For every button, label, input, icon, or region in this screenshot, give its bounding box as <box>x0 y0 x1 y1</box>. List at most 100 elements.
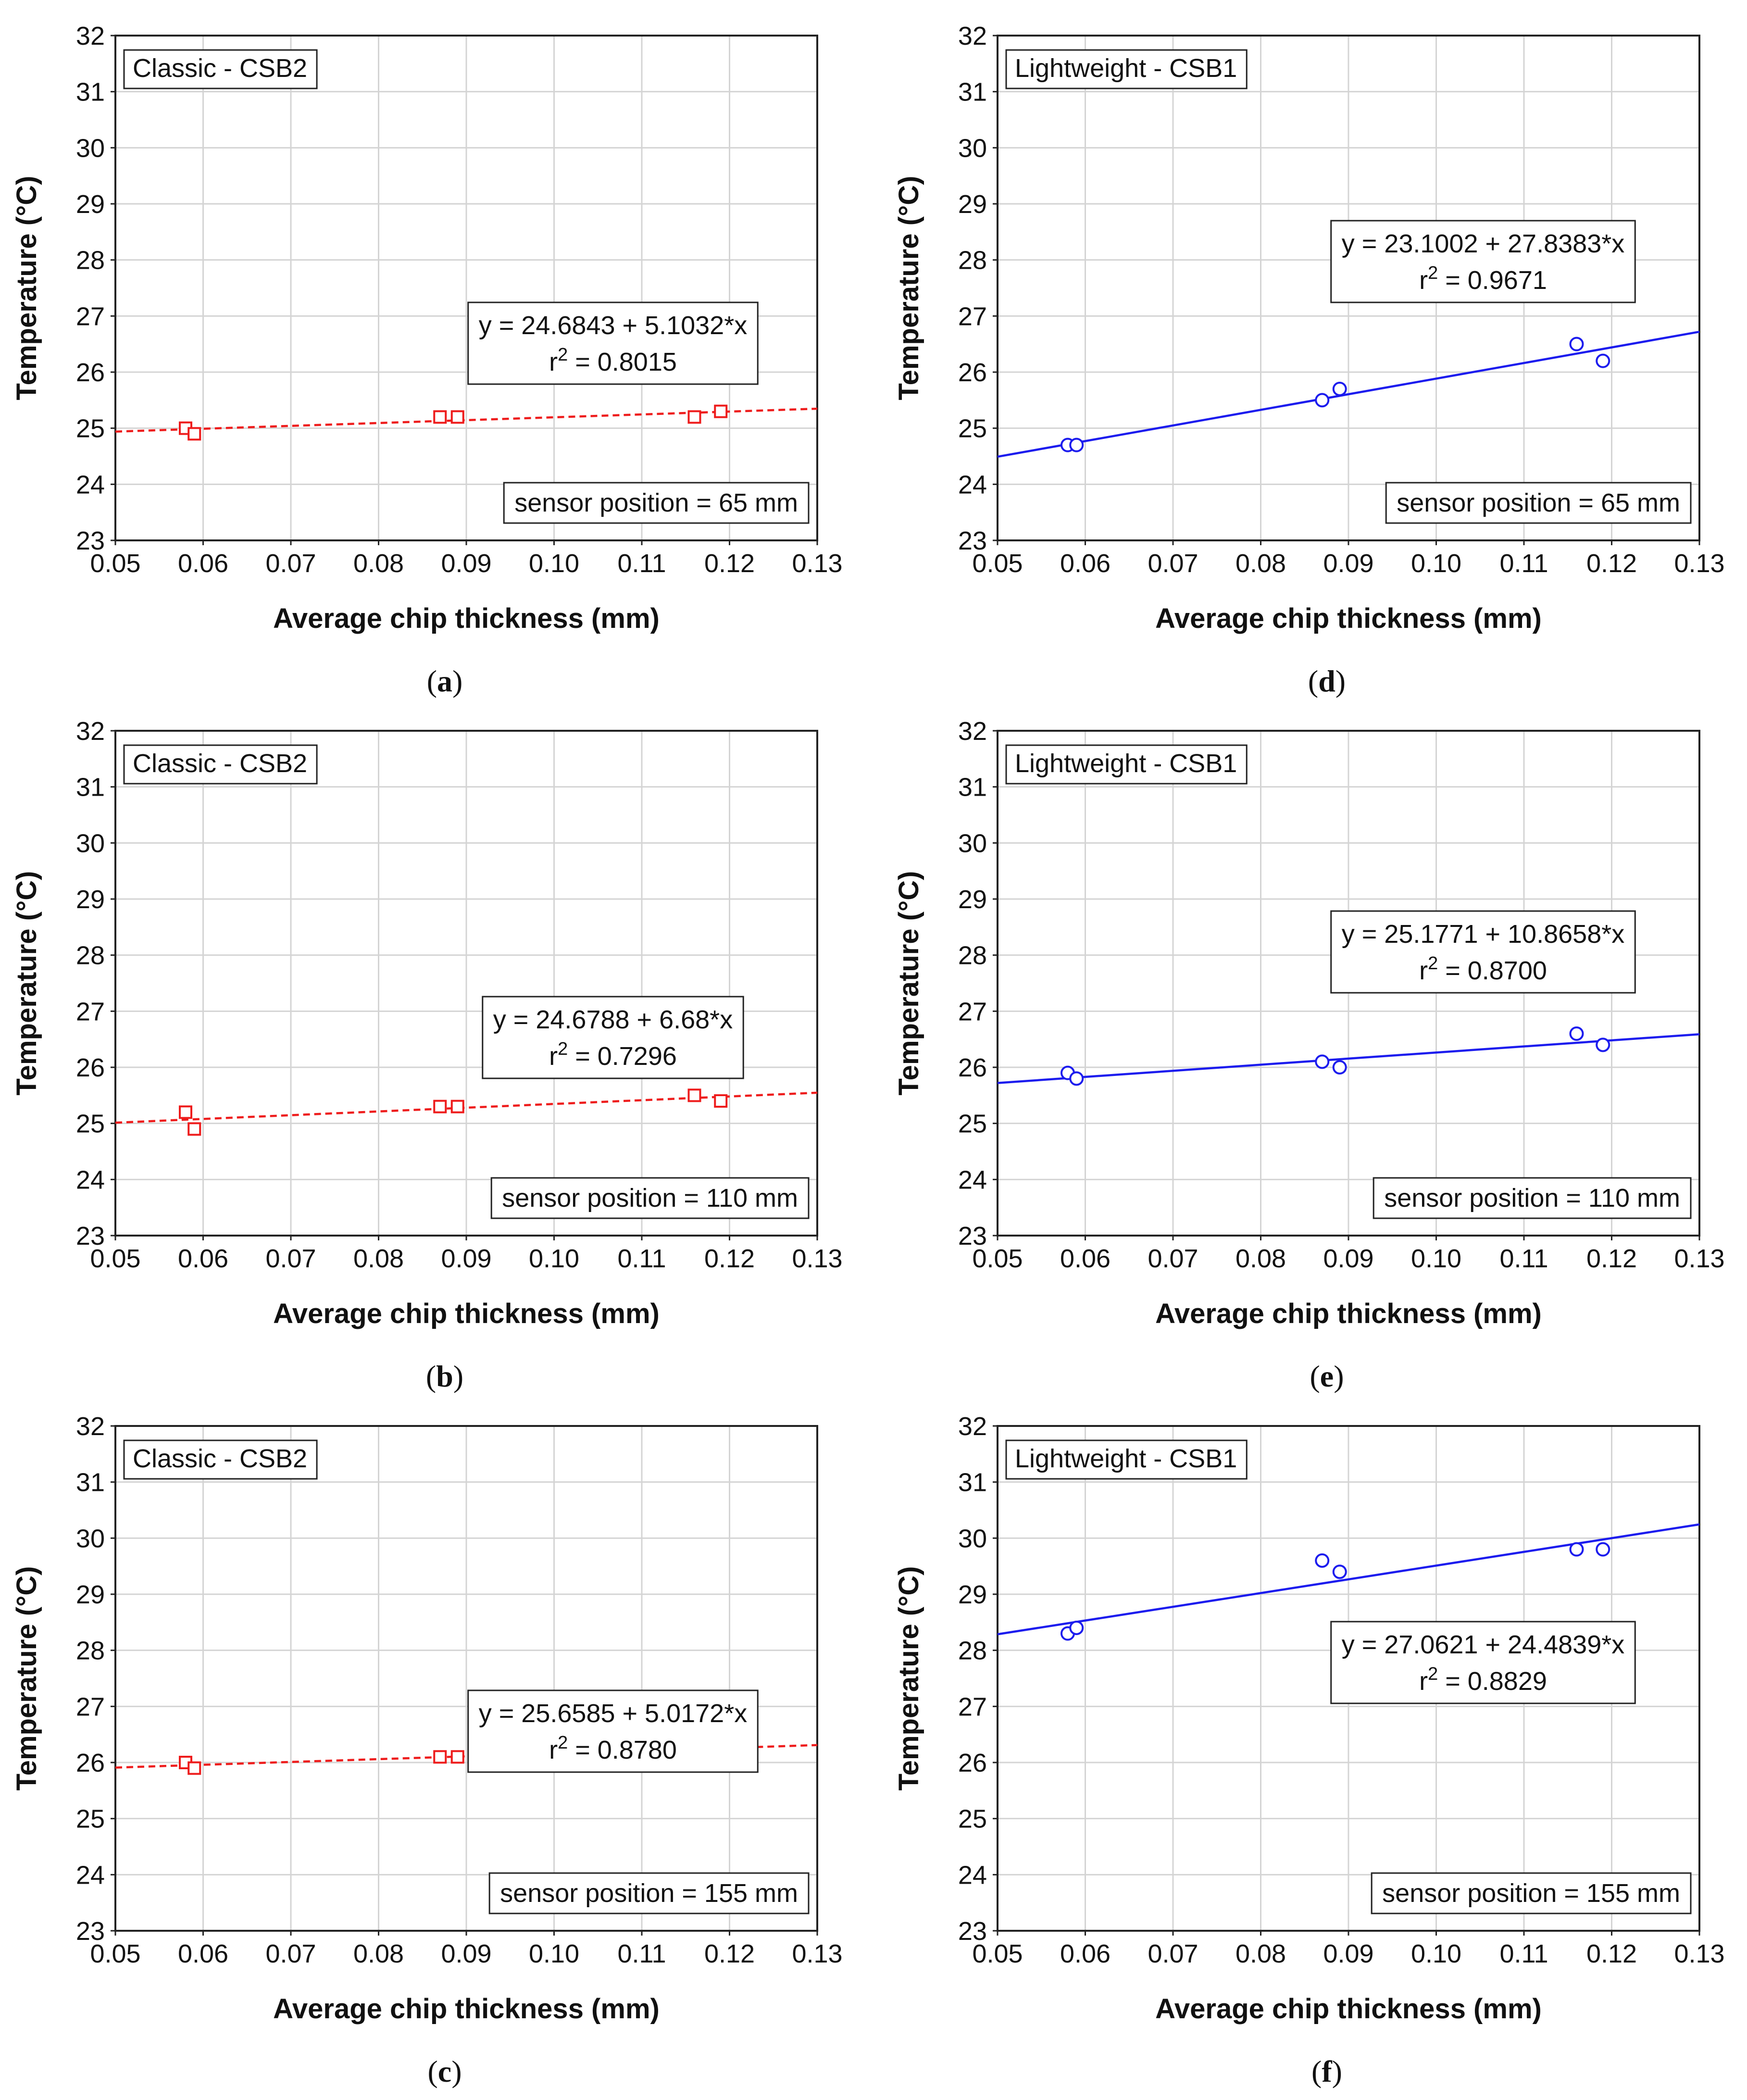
x-tick-label: 0.10 <box>529 1244 579 1273</box>
y-tick-label: 26 <box>76 1053 105 1082</box>
caption-close-paren: ) <box>452 664 462 698</box>
y-tick-label: 23 <box>958 1222 987 1250</box>
x-tick-label: 0.12 <box>704 549 755 578</box>
y-tick-label: 28 <box>958 1637 987 1665</box>
x-tick-label: 0.06 <box>178 1939 228 1968</box>
regression-equation: y = 25.1771 + 10.8658*x <box>1342 920 1625 949</box>
sensor-position-note: sensor position = 155 mm <box>1382 1879 1680 1908</box>
caption-open-paren: ( <box>1310 1359 1320 1393</box>
y-tick-label: 27 <box>958 1692 987 1721</box>
y-tick-label: 31 <box>958 773 987 802</box>
y-tick-label: 30 <box>958 829 987 858</box>
caption-letter: c <box>438 2054 451 2088</box>
r-squared-value: = 0.8780 <box>568 1736 677 1764</box>
data-point <box>187 1761 201 1775</box>
data-point <box>714 1094 728 1108</box>
caption-close-paren: ) <box>1332 2054 1342 2088</box>
y-axis-title: Temperature (°C) <box>893 871 924 1096</box>
equation-box <box>467 301 759 385</box>
x-tick-label: 0.08 <box>1235 549 1286 578</box>
y-tick-label: 31 <box>958 78 987 107</box>
x-tick-label: 0.05 <box>90 549 140 578</box>
data-point <box>450 410 464 424</box>
y-tick-label: 24 <box>76 1861 105 1889</box>
r-squared: r2 = 0.8829 <box>1419 1664 1547 1696</box>
x-tick-label: 0.05 <box>90 1939 140 1968</box>
plot-frame <box>997 730 1700 1237</box>
x-tick-label: 0.13 <box>1674 1939 1724 1968</box>
y-tick-label: 23 <box>958 1917 987 1946</box>
data-point <box>1569 1542 1584 1557</box>
data-point <box>1596 1542 1610 1557</box>
panel-title-box <box>123 744 318 785</box>
y-tick-label: 27 <box>958 302 987 331</box>
r-squared-symbol: r <box>549 1736 558 1764</box>
x-tick-label: 0.08 <box>353 1244 404 1273</box>
r-squared-superscript: 2 <box>1428 1664 1438 1684</box>
caption-close-paren: ) <box>453 1359 463 1393</box>
regression-line <box>997 1033 1700 1084</box>
y-tick-label: 31 <box>76 773 105 802</box>
x-tick-label: 0.11 <box>617 549 666 578</box>
y-axis-title: Temperature (°C) <box>11 176 42 400</box>
caption-open-paren: ( <box>1308 664 1318 698</box>
y-tick-label: 29 <box>76 1580 105 1609</box>
x-axis-title: Average chip thickness (mm) <box>273 1993 660 2025</box>
sensor-position-box <box>488 1872 810 1914</box>
caption-close-paren: ) <box>451 2054 462 2088</box>
x-tick-label: 0.07 <box>1148 1244 1198 1273</box>
y-tick-label: 28 <box>76 246 105 275</box>
sensor-position-note: sensor position = 110 mm <box>1384 1184 1680 1212</box>
regression-equation: y = 25.6585 + 5.0172*x <box>479 1699 747 1728</box>
r-squared-symbol: r <box>1419 956 1428 985</box>
y-tick-label: 30 <box>76 1524 105 1553</box>
r-squared: r2 = 0.7296 <box>549 1039 677 1071</box>
y-tick-label: 25 <box>76 1110 105 1138</box>
panel-caption: (f) <box>1311 2054 1342 2088</box>
regression-line <box>997 1523 1700 1636</box>
y-tick-label: 28 <box>958 246 987 275</box>
x-tick-label: 0.07 <box>1148 1939 1198 1968</box>
y-tick-label: 31 <box>958 1468 987 1497</box>
panel-title: Classic - CSB2 <box>133 749 307 778</box>
y-tick-label: 28 <box>958 941 987 970</box>
panel-caption: (e) <box>1310 1359 1344 1393</box>
x-tick-label: 0.09 <box>1323 549 1373 578</box>
y-tick-label: 32 <box>76 717 105 746</box>
sensor-position-note: sensor position = 65 mm <box>1397 488 1680 517</box>
panel-title: Classic - CSB2 <box>133 54 307 83</box>
x-tick-label: 0.11 <box>1499 549 1548 578</box>
x-tick-label: 0.06 <box>178 549 228 578</box>
x-tick-label: 0.06 <box>1060 549 1111 578</box>
r-squared: r2 = 0.8700 <box>1419 953 1547 985</box>
caption-close-paren: ) <box>1335 664 1346 698</box>
chart-panel-c: 0.05 0.06 0.07 0.08 0.09 0.10 0.11 0.12 0.13 23 24… <box>11 1412 843 2088</box>
sensor-position-note: sensor position = 155 mm <box>500 1879 798 1908</box>
data-point <box>1332 1060 1347 1075</box>
regression-line <box>115 407 818 433</box>
x-tick-label: 0.08 <box>353 549 404 578</box>
data-point <box>1569 1026 1584 1041</box>
x-tick-label: 0.06 <box>1060 1939 1111 1968</box>
panel-title: Classic - CSB2 <box>133 1444 307 1473</box>
x-axis-title: Average chip thickness (mm) <box>1155 1298 1542 1329</box>
y-tick-label: 26 <box>958 358 987 387</box>
x-tick-label: 0.08 <box>1235 1244 1286 1273</box>
y-tick-label: 32 <box>958 22 987 50</box>
x-tick-label: 0.05 <box>90 1244 140 1273</box>
x-tick-label: 0.12 <box>1586 1939 1637 1968</box>
x-tick-label: 0.13 <box>792 1939 842 1968</box>
data-point <box>1596 353 1610 368</box>
x-tick-label: 0.11 <box>617 1244 666 1273</box>
y-axis-title: Temperature (°C) <box>893 176 924 400</box>
y-tick-label: 26 <box>76 1749 105 1777</box>
data-point <box>433 1750 447 1764</box>
y-tick-label: 25 <box>958 1805 987 1834</box>
data-point <box>1315 393 1330 408</box>
x-tick-label: 0.09 <box>441 1939 491 1968</box>
regression-line <box>997 330 1700 458</box>
x-tick-label: 0.12 <box>1586 549 1637 578</box>
panel-title-box <box>123 1439 318 1480</box>
x-tick-label: 0.08 <box>1235 1939 1286 1968</box>
